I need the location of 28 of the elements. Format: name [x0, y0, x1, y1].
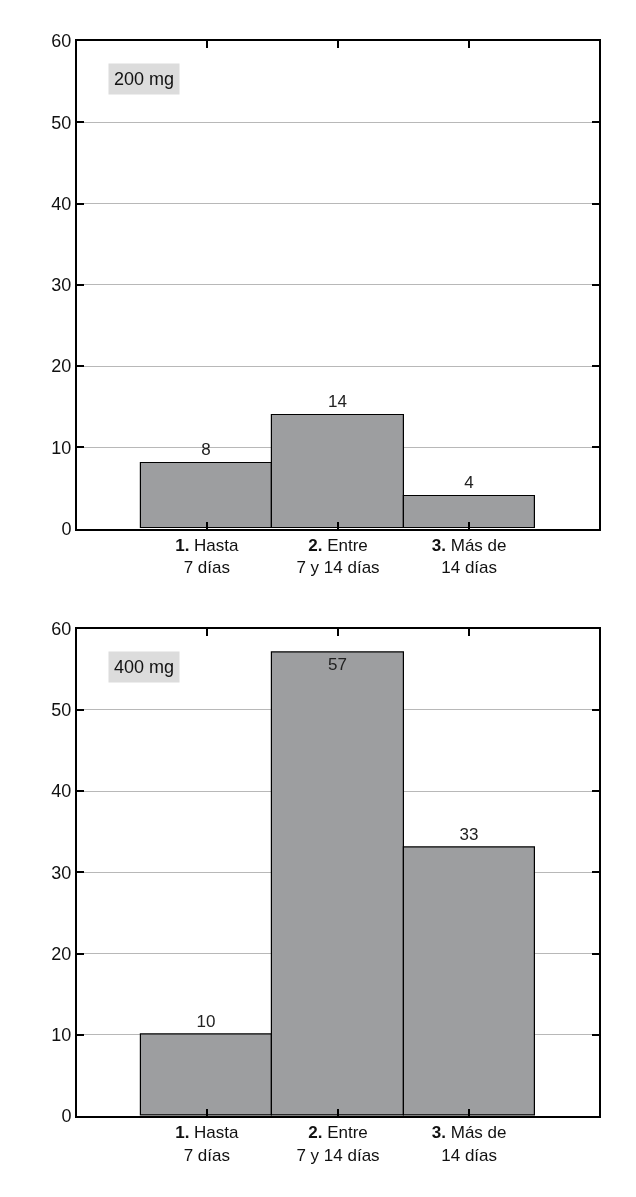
data-label: 8: [201, 440, 211, 460]
data-label: 10: [196, 1011, 216, 1031]
x-tick-label: 1. Hasta 7 días: [175, 535, 240, 577]
y-tick-label: 50: [51, 112, 72, 133]
y-tick-label: 20: [51, 943, 72, 964]
x-tick-label: 3. Más de 14 días: [431, 535, 507, 577]
y-tick-label: 20: [51, 356, 72, 377]
data-label: 14: [327, 392, 347, 412]
data-label: 4: [464, 473, 474, 493]
y-tick-label: 10: [51, 437, 72, 458]
y-tick-label: 60: [51, 618, 72, 639]
y-tick-label: 40: [51, 781, 72, 802]
text: 200 mg: [114, 69, 175, 89]
data-label: 57: [327, 654, 347, 674]
y-tick-label: 40: [51, 193, 72, 214]
y-tick-label: 60: [51, 31, 72, 52]
y-tick-label: 0: [61, 518, 72, 539]
x-tick-label: 1. Hasta 7 días: [175, 1123, 240, 1165]
x-tick-label: 2. Entre 7 y 14 días: [296, 1123, 380, 1165]
y-tick-label: 30: [51, 275, 72, 296]
y-tick-label: 50: [51, 700, 72, 721]
y-tick-label: 30: [51, 862, 72, 883]
x-tick-label: 2. Entre 7 y 14 días: [296, 535, 380, 577]
y-tick-label: 10: [51, 1025, 72, 1046]
x-tick-label: 3. Más de 14 días: [431, 1123, 507, 1165]
text: 400 mg: [114, 657, 175, 677]
data-label: 33: [459, 824, 479, 844]
y-tick-label: 0: [61, 1106, 72, 1127]
